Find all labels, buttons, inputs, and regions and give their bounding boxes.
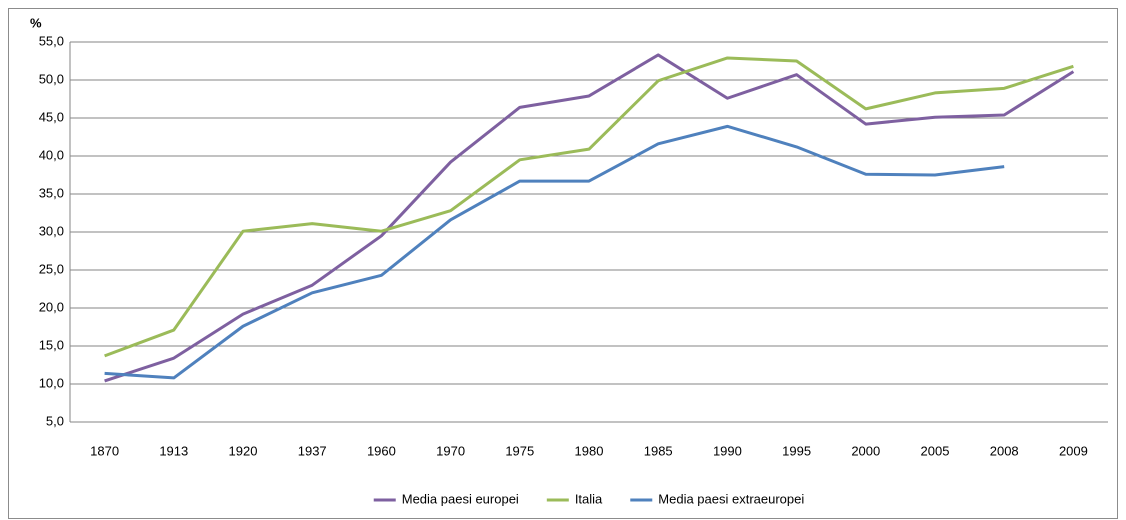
x-tick-label: 1920 [229,443,258,458]
y-tick-label: 55,0 [39,33,64,48]
legend-label: Italia [575,491,603,506]
x-tick-label: 2009 [1059,443,1088,458]
series-line [104,124,1005,380]
legend-label: Media paesi extraeuropei [658,491,804,506]
y-tick-label: 25,0 [39,261,64,276]
x-tick-label: 1870 [90,443,119,458]
x-tick-label: 2000 [851,443,880,458]
y-tick-label: 40,0 [39,147,64,162]
x-tick-label: 1980 [575,443,604,458]
x-tick-label: 1975 [505,443,534,458]
y-tick-label: 35,0 [39,185,64,200]
y-tick-label: 20,0 [39,299,64,314]
x-tick-label: 1995 [782,443,811,458]
y-tick-label: 45,0 [39,109,64,124]
x-tick-label: 2008 [990,443,1019,458]
x-tick-label: 1985 [644,443,673,458]
x-tick-label: 1970 [436,443,465,458]
chart-frame [8,8,1118,519]
y-axis-label: % [30,15,42,30]
x-tick-label: 1937 [298,443,327,458]
y-tick-label: 30,0 [39,223,64,238]
y-tick-label: 5,0 [46,413,64,428]
x-tick-label: 1913 [159,443,188,458]
series-line [104,56,1074,358]
x-tick-label: 1990 [713,443,742,458]
y-tick-label: 10,0 [39,375,64,390]
series-line [104,53,1075,383]
x-tick-label: 1960 [367,443,396,458]
x-tick-label: 2005 [921,443,950,458]
y-tick-label: 15,0 [39,337,64,352]
legend-label: Media paesi europei [402,491,519,506]
y-tick-label: 50,0 [39,71,64,86]
